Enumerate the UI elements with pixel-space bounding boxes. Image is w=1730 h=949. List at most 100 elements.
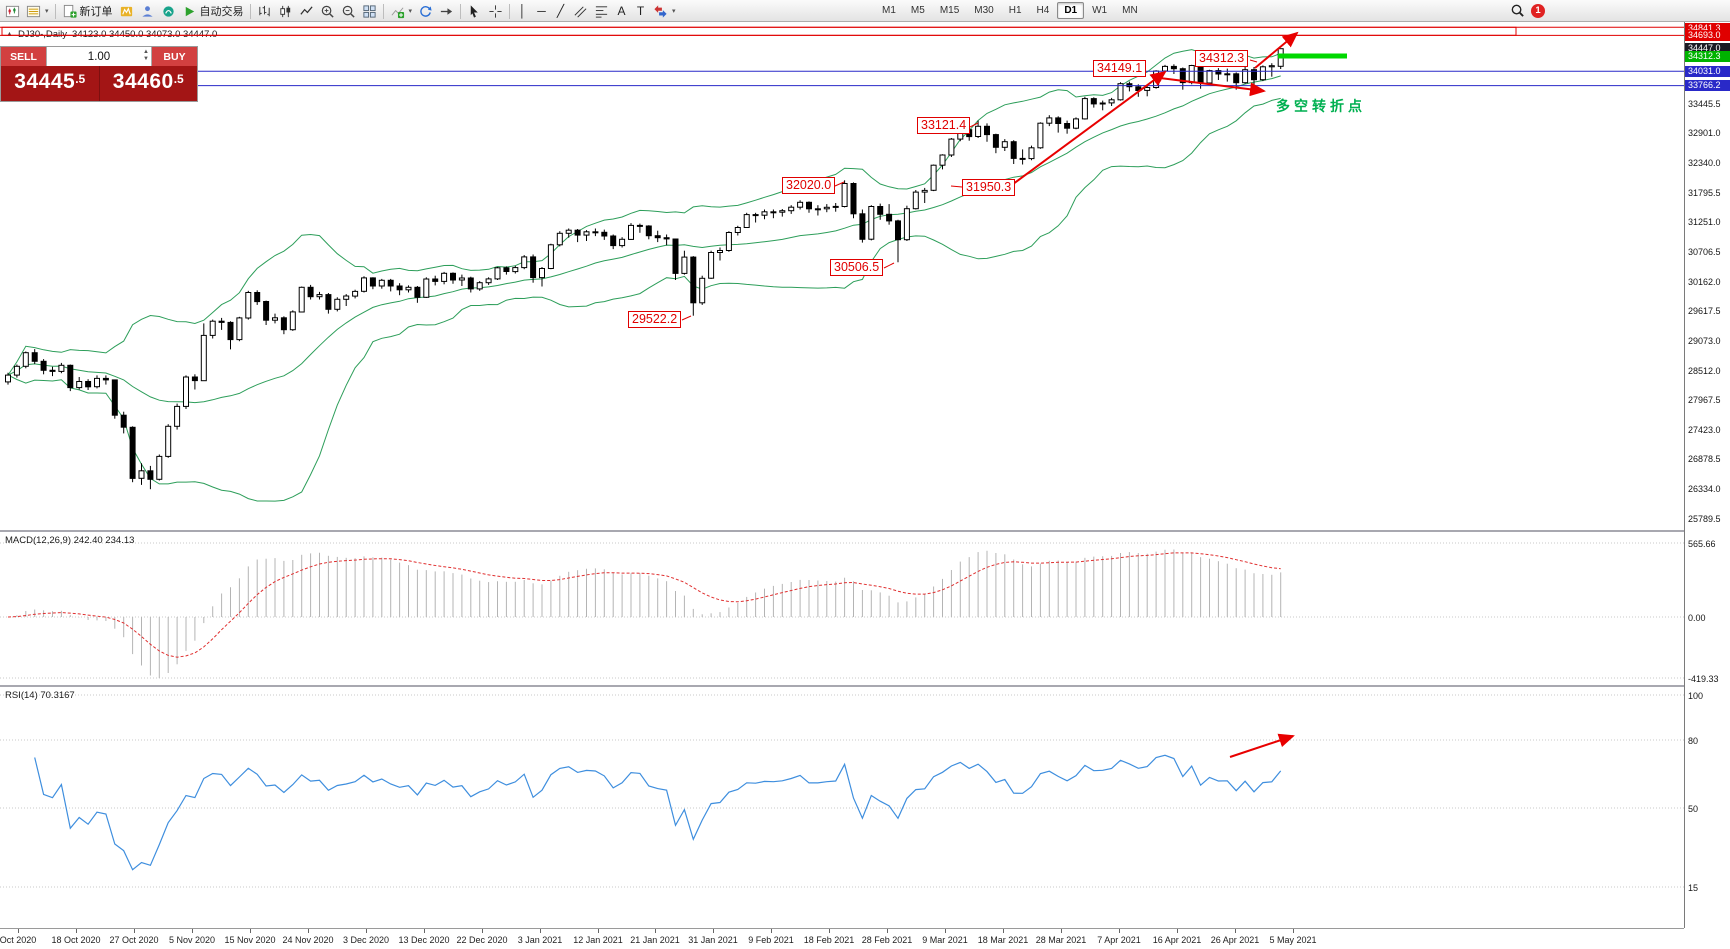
dropdown-caret-icon: ▾ xyxy=(408,8,413,15)
buy-price-button[interactable]: 34460 .5 xyxy=(100,66,198,101)
indicators-icon[interactable]: ▾ xyxy=(387,1,416,21)
rsi-label: RSI(14) 70.3167 xyxy=(5,690,75,701)
new-chart-icon xyxy=(5,4,20,19)
time-tick xyxy=(366,929,367,933)
new-order-icon xyxy=(62,4,77,19)
volume-spinner[interactable]: ▲ ▼ xyxy=(143,49,149,62)
timeframe-m5[interactable]: M5 xyxy=(910,5,925,16)
time-label: 3 Jan 2021 xyxy=(517,935,563,945)
auto-scroll-icon xyxy=(418,4,433,19)
time-tick xyxy=(887,929,888,933)
price-tick-label: 26878.5 xyxy=(1688,454,1721,465)
chart-shift-icon[interactable] xyxy=(436,1,457,21)
timeframe-m1[interactable]: M1 xyxy=(882,5,896,16)
turning-point-label[interactable]: 多空转折点 xyxy=(1276,98,1366,114)
collapse-arrow-icon[interactable]: ▲ xyxy=(6,31,13,38)
fibonacci-icon[interactable] xyxy=(591,1,612,21)
timeframe-w1[interactable]: W1 xyxy=(1092,5,1108,16)
time-tick xyxy=(713,929,714,933)
price-callout[interactable]: 33121.4 xyxy=(917,117,971,134)
time-label: 12 Jan 2021 xyxy=(573,935,623,945)
text-label-icon[interactable]: T xyxy=(631,1,650,21)
search-icon[interactable] xyxy=(1510,3,1525,18)
timeframe-mn[interactable]: MN xyxy=(1122,5,1138,16)
line-chart-type-icon[interactable] xyxy=(296,1,317,21)
candlestick-type-icon[interactable] xyxy=(275,1,296,21)
mql5-icon[interactable] xyxy=(158,1,179,21)
timeframe-h4[interactable]: H4 xyxy=(1036,5,1050,16)
pane-splitter[interactable] xyxy=(0,530,1730,532)
vertical-line-icon-glyph: │ xyxy=(518,3,527,18)
bollinger-lower-band[interactable] xyxy=(7,97,1281,502)
time-scale[interactable]: Oct 2020 18 Oct 2020 27 Oct 2020 5 Nov 2020… xyxy=(0,928,1684,949)
price-scale[interactable]: 33445.5 32901.0 32340.0 31795.5 31251.0 30706… xyxy=(1684,22,1730,928)
toolbar-separator xyxy=(382,3,384,19)
toolbar-separator xyxy=(249,3,251,19)
new-chart-icon[interactable] xyxy=(2,1,23,21)
vertical-line-icon[interactable]: │ xyxy=(513,1,532,21)
price-callout[interactable]: 34312.3 xyxy=(1195,50,1249,67)
time-label: 21 Jan 2021 xyxy=(630,935,680,945)
chart-header: ▲ DJ30-,Daily 34123.0 34450.0 34073.0 34… xyxy=(6,29,217,40)
volume-input[interactable]: 1.00 ▲ ▼ xyxy=(46,47,152,66)
price-callout[interactable]: 32020.0 xyxy=(782,177,836,194)
price-callout[interactable]: 29522.2 xyxy=(628,311,682,328)
time-tick xyxy=(655,929,656,933)
candlesticks[interactable] xyxy=(5,48,1284,490)
price-tick-label: 27423.0 xyxy=(1688,424,1721,435)
sell-button[interactable]: SELL xyxy=(1,47,46,66)
price-tick-label: 28512.0 xyxy=(1688,365,1721,376)
notification-badge[interactable]: 1 xyxy=(1531,3,1545,18)
timeframe-m15[interactable]: M15 xyxy=(939,5,960,16)
price-tick-label: 30162.0 xyxy=(1688,276,1721,287)
cursor-icon[interactable] xyxy=(464,1,485,21)
text-icon[interactable]: A xyxy=(612,1,631,21)
buy-button[interactable]: BUY xyxy=(152,47,197,66)
zoom-in-icon[interactable] xyxy=(317,1,338,21)
price-callout[interactable]: 34149.1 xyxy=(1093,60,1147,77)
bollinger-middle-band[interactable] xyxy=(7,75,1281,404)
rsi-tick-label: 100 xyxy=(1688,690,1704,701)
dropdown-caret-icon: ▾ xyxy=(672,8,676,15)
spinner-down-icon[interactable]: ▼ xyxy=(143,56,149,62)
tile-windows-icon[interactable] xyxy=(359,1,380,21)
equidistant-channel-icon[interactable] xyxy=(570,1,591,21)
community-icon[interactable] xyxy=(137,1,158,21)
time-label: 18 Oct 2020 xyxy=(51,935,101,945)
arrows-tool-icon[interactable]: ▾ xyxy=(650,1,679,21)
auto-scroll-icon[interactable] xyxy=(415,1,436,21)
trendline-icon[interactable]: ╱ xyxy=(551,1,570,21)
price-tag: 34031.0 xyxy=(1685,65,1730,77)
time-label: 26 Apr 2021 xyxy=(1210,935,1260,945)
spinner-up-icon[interactable]: ▲ xyxy=(143,49,149,55)
sell-price-button[interactable]: 34445 .5 xyxy=(1,66,100,101)
price-callout[interactable]: 31950.3 xyxy=(962,179,1016,196)
price-tick-label: 26334.0 xyxy=(1688,483,1721,494)
timeframe-m30[interactable]: M30 xyxy=(974,5,994,16)
time-tick xyxy=(308,929,309,933)
timeframe-buttons: M1 M5 M15 M30 H1 H4 D1 W1 MN xyxy=(875,2,1145,19)
crosshair-icon[interactable] xyxy=(485,1,506,21)
metaeditor-icon[interactable] xyxy=(116,1,137,21)
cursor-icon xyxy=(467,4,482,19)
symbol-title: DJ30-,Daily xyxy=(17,29,68,40)
zoom-out-icon[interactable] xyxy=(338,1,359,21)
rsi-line xyxy=(34,754,1282,871)
autotrading-button-label: 自动交易 xyxy=(199,6,244,18)
timeframe-d1[interactable]: D1 xyxy=(1057,2,1085,19)
mql5-icon xyxy=(161,4,176,19)
chart-shift-icon xyxy=(439,4,454,19)
autotrading-button[interactable]: 自动交易 xyxy=(179,1,247,21)
profiles-icon[interactable]: ▾ xyxy=(23,1,52,21)
time-label: 28 Mar 2021 xyxy=(1035,935,1087,945)
timeframe-h1[interactable]: H1 xyxy=(1008,5,1022,16)
zoom-in-icon xyxy=(320,4,335,19)
price-callout[interactable]: 30506.5 xyxy=(830,259,884,276)
pane-splitter[interactable] xyxy=(0,685,1730,687)
new-order-button[interactable]: 新订单 xyxy=(59,1,116,21)
time-tick xyxy=(540,929,541,933)
bar-chart-type-icon[interactable] xyxy=(254,1,275,21)
horizontal-line-icon[interactable]: ─ xyxy=(532,1,551,21)
